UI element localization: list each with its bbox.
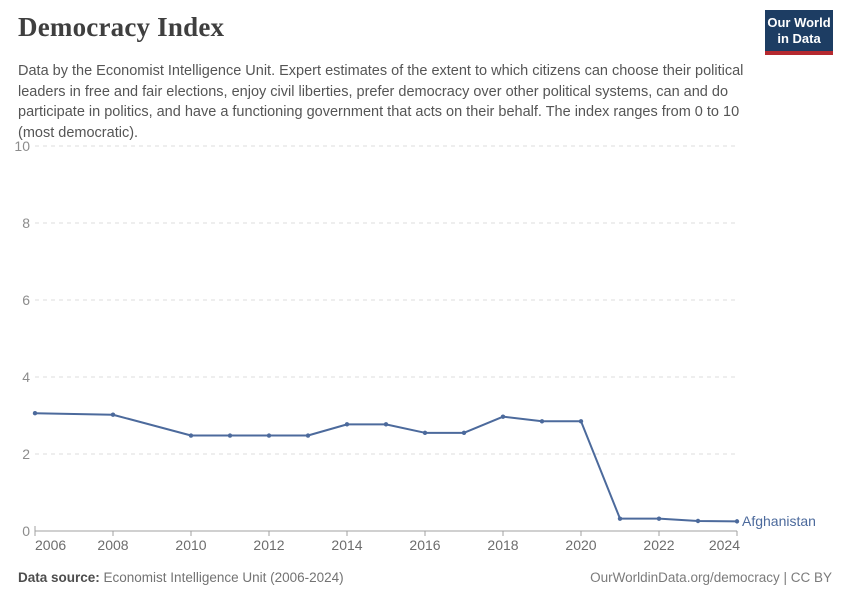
x-tick-label: 2016	[409, 537, 440, 553]
owid-logo-line2: in Data	[777, 31, 821, 46]
data-line	[34, 412, 738, 523]
x-tick-label: 2014	[331, 537, 362, 553]
data-point-marker[interactable]	[266, 433, 272, 438]
data-point-marker[interactable]	[32, 410, 38, 416]
data-point-marker[interactable]	[734, 519, 740, 524]
data-point-marker[interactable]	[383, 422, 389, 427]
data-point-marker[interactable]	[656, 516, 662, 521]
owid-logo[interactable]: Our World in Data	[765, 10, 833, 55]
democracy-line-chart[interactable]: 0 2 4 6 8 10 2006 2008 2010 2012 2014 2016 2018 2020 2…	[0, 138, 850, 563]
data-point-marker[interactable]	[188, 433, 194, 438]
y-tick-label: 0	[22, 523, 30, 539]
x-tick-label: 2010	[175, 537, 206, 553]
data-point-marker[interactable]	[617, 516, 623, 521]
data-point-marker[interactable]	[539, 419, 545, 424]
x-tick-label: 2018	[487, 537, 518, 553]
x-tick-label: 2012	[253, 537, 284, 553]
x-tick-label: 2020	[565, 537, 596, 553]
y-tick-label: 8	[22, 215, 30, 231]
y-tick-label: 10	[14, 138, 30, 154]
x-tick-label: 2008	[97, 537, 128, 553]
series-entity-label[interactable]: Afghanistan	[742, 513, 816, 529]
y-tick-label: 4	[22, 369, 30, 385]
x-tick-label: 2022	[643, 537, 674, 553]
data-point-marker[interactable]	[227, 433, 233, 438]
data-source-note: Data source: Economist Intelligence Unit…	[18, 570, 344, 585]
x-tick-label: 2024	[709, 537, 740, 553]
data-point-marker[interactable]	[110, 412, 116, 417]
data-point-marker[interactable]	[422, 430, 428, 436]
data-point-marker[interactable]	[500, 414, 506, 419]
data-point-marker[interactable]	[461, 430, 467, 436]
data-source-value: Economist Intelligence Unit (2006-2024)	[99, 570, 344, 585]
data-point-marker[interactable]	[578, 419, 584, 424]
y-tick-label: 2	[22, 446, 30, 462]
data-source-label: Data source:	[18, 570, 100, 585]
owid-logo-line1: Our World	[767, 15, 831, 30]
data-point-marker[interactable]	[344, 422, 350, 427]
data-point-marker[interactable]	[305, 433, 311, 438]
chart-subtitle: Data by the Economist Intelligence Unit.…	[18, 63, 744, 141]
x-tick-label: 2006	[35, 537, 66, 553]
footer-credit-link[interactable]: OurWorldinData.org/democracy | CC BY	[590, 570, 832, 585]
y-tick-label: 6	[22, 292, 30, 308]
data-point-marker[interactable]	[695, 518, 701, 524]
page-title: Democracy Index	[18, 12, 225, 42]
